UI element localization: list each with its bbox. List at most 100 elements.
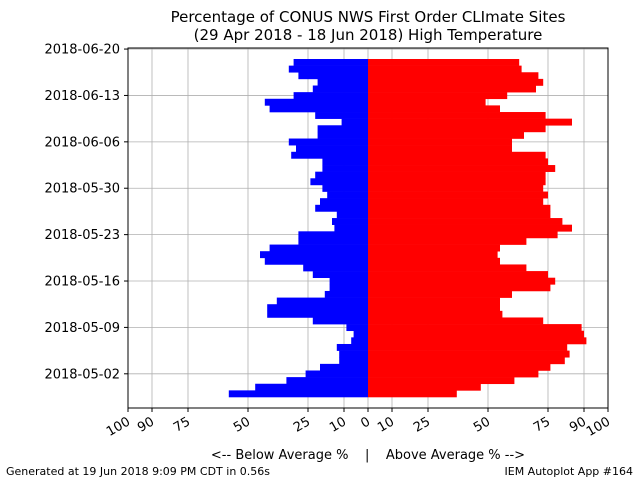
bar-above-average: [368, 350, 570, 358]
bar-below-average: [269, 105, 368, 113]
bar-below-average: [336, 211, 368, 219]
bar-above-average: [368, 198, 544, 206]
bar-below-average: [332, 218, 368, 225]
bar-above-average: [368, 131, 524, 139]
bar-above-average: [368, 178, 546, 186]
bar-above-average: [368, 257, 500, 265]
y-tick-label: 2018-05-16: [44, 275, 120, 290]
bar-above-average: [368, 297, 500, 305]
bar-below-average: [336, 343, 368, 351]
bar-above-average: [368, 184, 544, 192]
bar-below-average: [255, 383, 368, 391]
bar-above-average: [368, 390, 457, 398]
bar-below-average: [293, 59, 368, 66]
bar-above-average: [368, 377, 515, 385]
bar-below-average: [228, 390, 368, 398]
bar-below-average: [320, 363, 368, 371]
x-axis-label: <-- Below Average % | Above Average % --…: [211, 448, 525, 463]
bar-above-average: [368, 244, 500, 252]
bar-above-average: [368, 204, 551, 212]
bar-below-average: [310, 178, 368, 186]
bar-below-average: [298, 72, 368, 80]
bar-above-average: [368, 317, 544, 325]
x-tick-label: 50: [231, 414, 253, 435]
bar-below-average: [298, 237, 368, 245]
y-tick-label: 2018-06-13: [44, 89, 120, 104]
y-tick-label: 2018-05-30: [44, 182, 120, 197]
bar-below-average: [341, 118, 368, 126]
bar-below-average: [329, 284, 368, 292]
bar-above-average: [368, 171, 546, 179]
bar-above-average: [368, 363, 551, 371]
bar-below-average: [293, 92, 368, 100]
bar-below-average: [315, 171, 368, 179]
y-tick-label: 2018-05-23: [44, 228, 120, 243]
bar-below-average: [264, 257, 368, 265]
x-tick-label: 100: [104, 414, 133, 439]
y-tick-label: 2018-05-02: [44, 367, 120, 382]
chart-title-line1: Percentage of CONUS NWS First Order CLIm…: [171, 8, 566, 26]
x-tick-label: 10: [375, 414, 397, 435]
bar-below-average: [334, 224, 368, 232]
bar-below-average: [322, 158, 368, 166]
footer-generated: Generated at 19 Jun 2018 9:09 PM CDT in …: [6, 465, 270, 478]
bar-above-average: [368, 78, 544, 86]
bar-above-average: [368, 251, 498, 259]
bar-below-average: [305, 370, 368, 378]
chart-title-line2: (29 Apr 2018 - 18 Jun 2018) High Tempera…: [194, 26, 543, 44]
bar-above-average: [368, 304, 500, 312]
bar-below-average: [260, 251, 368, 259]
bar-below-average: [312, 317, 368, 325]
bar-below-average: [296, 145, 368, 153]
bar-below-average: [291, 151, 368, 159]
bar-above-average: [368, 218, 563, 225]
x-tick-label: 75: [171, 414, 193, 435]
bar-above-average: [368, 165, 556, 172]
bar-below-average: [267, 310, 368, 318]
bar-below-average: [298, 231, 368, 239]
bar-below-average: [276, 297, 368, 305]
bar-above-average: [368, 324, 582, 332]
bar-below-average: [303, 264, 368, 272]
bar-below-average: [312, 85, 368, 93]
bar-above-average: [368, 85, 536, 93]
bar-above-average: [368, 92, 508, 100]
bar-below-average: [312, 271, 368, 279]
bar-above-average: [368, 211, 551, 219]
x-tick-label: 25: [291, 414, 313, 435]
bar-below-average: [288, 65, 368, 73]
bar-above-average: [368, 237, 527, 245]
y-axis: 2018-05-02 2018-05-09 2018-05-16 2018-05-23…: [44, 43, 128, 382]
bar-below-average: [327, 191, 368, 199]
bar-above-average: [368, 191, 548, 199]
x-tick-label: 25: [411, 414, 433, 435]
bar-below-average: [317, 78, 368, 86]
bar-above-average: [368, 357, 565, 365]
bar-below-average: [288, 138, 368, 146]
bar-below-average: [269, 244, 368, 252]
bar-below-average: [264, 98, 368, 106]
bar-below-average: [339, 350, 368, 358]
bar-above-average: [368, 290, 512, 298]
y-tick-label: 2018-05-09: [44, 321, 120, 336]
bar-above-average: [368, 343, 568, 351]
bar-above-average: [368, 158, 548, 166]
bar-below-average: [351, 337, 368, 345]
x-tick-label: 90: [567, 414, 589, 435]
bar-above-average: [368, 224, 572, 232]
bar-above-average: [368, 59, 520, 66]
bar-below-average: [329, 277, 368, 285]
bar-above-average: [368, 330, 584, 338]
bar-below-average: [315, 112, 368, 119]
bar-above-average: [368, 105, 500, 113]
bar-below-average: [339, 357, 368, 365]
bar-above-average: [368, 383, 481, 391]
bar-below-average: [320, 198, 368, 206]
bar-above-average: [368, 264, 527, 272]
bar-above-average: [368, 125, 546, 133]
bar-above-average: [368, 98, 486, 106]
bar-below-average: [353, 330, 368, 338]
bar-above-average: [368, 277, 556, 285]
